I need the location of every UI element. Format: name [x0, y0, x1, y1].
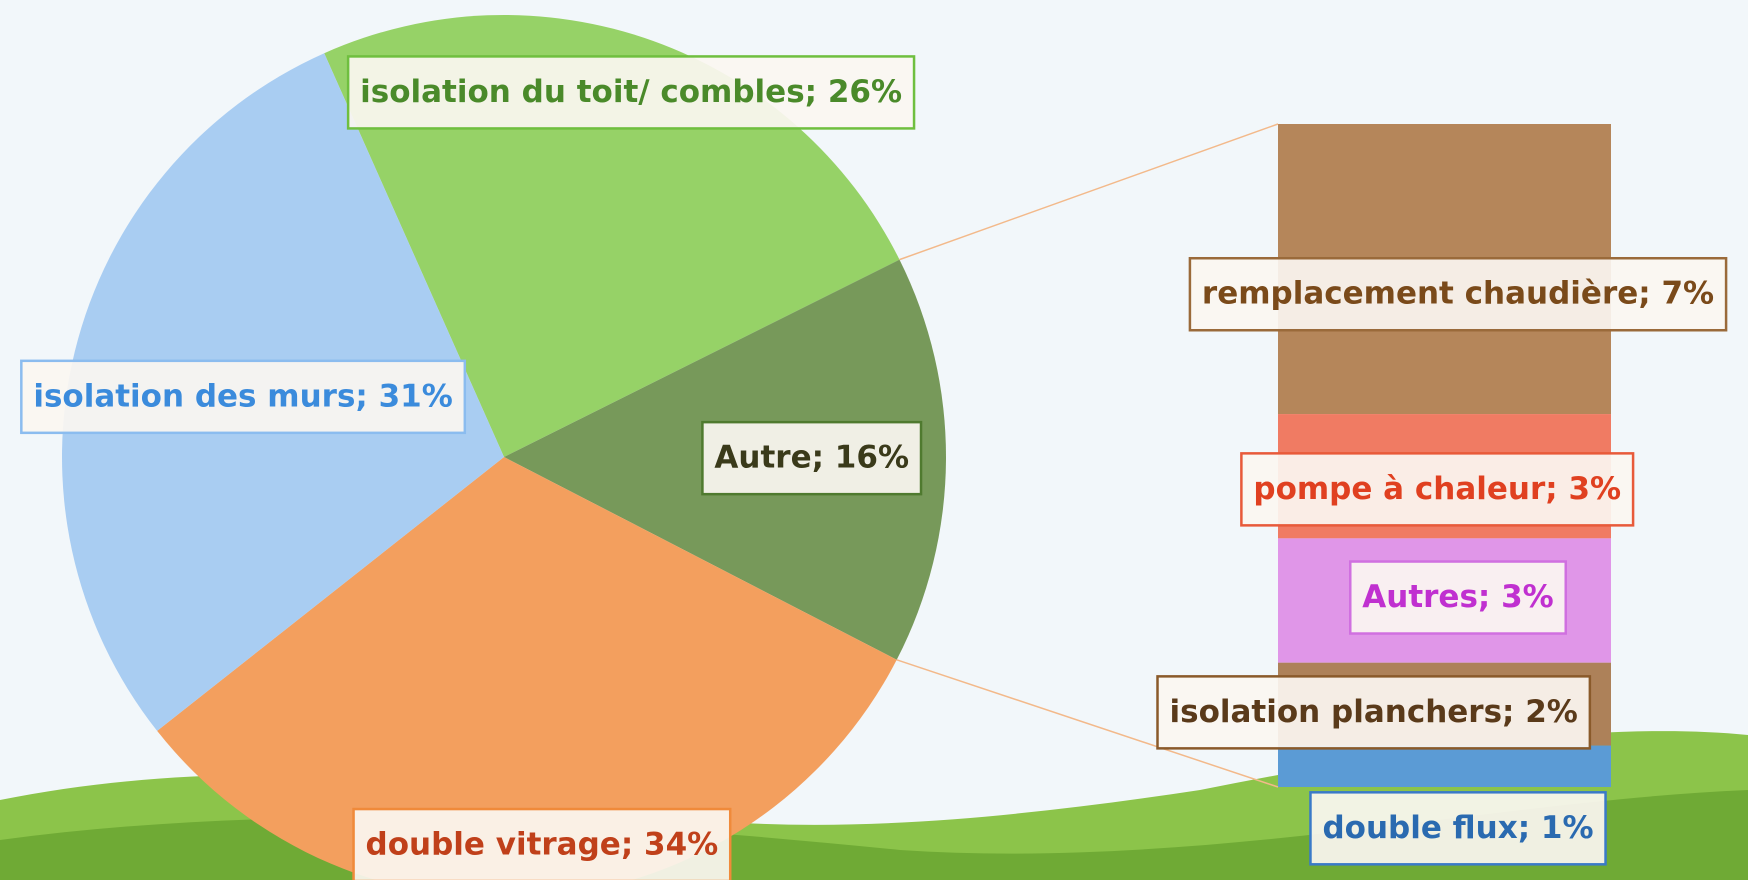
- data-label-box: double vitrage; 34%: [354, 809, 731, 880]
- data-label: double flux; 1%: [1322, 810, 1593, 846]
- data-label-box: Autre; 16%: [702, 422, 921, 494]
- data-label: isolation des murs; 31%: [33, 378, 452, 414]
- data-label-box: isolation planchers; 2%: [1158, 676, 1590, 748]
- chart: isolation du toit/ combles; 26% Autre; 16…: [0, 0, 1748, 880]
- data-label-box: isolation du toit/ combles; 26%: [348, 56, 914, 128]
- data-label: isolation planchers; 2%: [1170, 694, 1578, 730]
- bar-segment: [1278, 746, 1611, 787]
- data-label: remplacement chaudière; 7%: [1202, 276, 1714, 312]
- data-label: double vitrage; 34%: [366, 827, 719, 863]
- data-label: Autres; 3%: [1362, 579, 1553, 615]
- data-label-box: isolation des murs; 31%: [21, 361, 464, 433]
- data-label: isolation du toit/ combles; 26%: [360, 74, 902, 110]
- data-label-box: remplacement chaudière; 7%: [1190, 258, 1726, 330]
- data-label: pompe à chaleur; 3%: [1253, 471, 1621, 507]
- data-label-box: double flux; 1%: [1310, 792, 1605, 864]
- data-label: Autre; 16%: [714, 440, 909, 476]
- body: isolation du toit/ combles; 26% Autre; 16…: [0, 0, 1748, 880]
- page: {"chart_data": {"type": "bar-of-pie", "p…: [0, 0, 1748, 880]
- data-label-box: pompe à chaleur; 3%: [1241, 453, 1633, 525]
- data-label-box: Autres; 3%: [1350, 562, 1565, 634]
